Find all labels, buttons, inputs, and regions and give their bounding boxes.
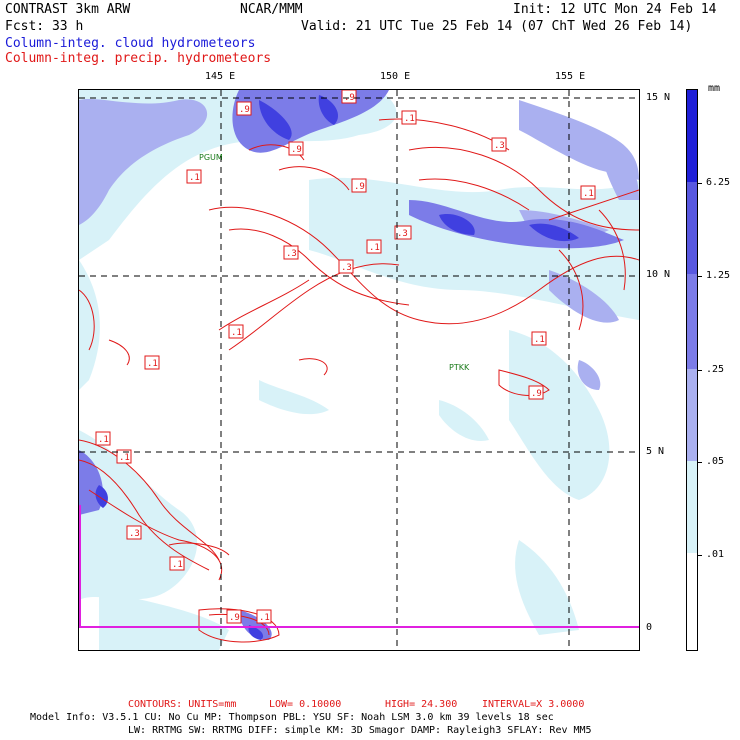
lat-label-5n: 5 N (646, 446, 665, 457)
contour-label-layer: .9 .9 .1 .3 .9 .1 .9 .3 .1 .1 .3 .3 .1 .… (95, 90, 596, 624)
lat-label-10n: 10 N (646, 269, 671, 280)
precip-contours (79, 118, 639, 643)
legend-swatch-white (687, 553, 697, 650)
contour-label: .9 (239, 105, 250, 115)
station-pgum: PGUM (199, 153, 223, 162)
legend-swatch-darkest (687, 90, 697, 182)
legend-swatch-dark (687, 182, 697, 274)
contour-label: .3 (397, 229, 408, 239)
cloud-shading-light (79, 90, 639, 650)
contour-label: .1 (147, 359, 158, 369)
contours-units: CONTOURS: UNITS=mm (128, 699, 237, 710)
contour-label: .1 (98, 435, 109, 445)
field-precip-label: Column-integ. precip. hydrometeors (5, 51, 272, 66)
field-cloud-label: Column-integ. cloud hydrometeors (5, 36, 256, 51)
station-ptkk: PTKK (449, 363, 470, 372)
legend-unit: mm (708, 83, 721, 94)
legend-level-label: .05 (706, 456, 725, 467)
cloud-shading-lavender (79, 98, 639, 390)
legend-level-label: .25 (706, 364, 725, 375)
model-info-line1: Model Info: V3.5.1 CU: No Cu MP: Thompso… (30, 712, 554, 723)
station-layer: PGUM PTKK (199, 153, 470, 372)
contour-label: .3 (341, 263, 352, 273)
lon-label-145: 145 E (205, 71, 236, 82)
contour-label: .3 (494, 141, 505, 151)
map-canvas: .9 .9 .1 .3 .9 .1 .9 .3 .1 .1 .3 .3 .1 .… (79, 90, 639, 650)
lon-label-150: 150 E (380, 71, 411, 82)
contour-label: .1 (583, 189, 594, 199)
contour-label: .1 (119, 453, 130, 463)
legend-tick (698, 462, 702, 463)
contour-label: .1 (172, 560, 183, 570)
contours-interval: INTERVAL=X 3.0000 (482, 699, 585, 710)
contour-label: .1 (534, 335, 545, 345)
contours-low: LOW= 0.10000 (269, 699, 342, 710)
lon-label-155: 155 E (555, 71, 586, 82)
valid-time: Valid: 21 UTC Tue 25 Feb 14 (07 ChT Wed … (301, 19, 693, 34)
legend-level-label: .01 (706, 549, 725, 560)
contour-label: .1 (231, 328, 242, 338)
contour-label: .9 (354, 182, 365, 192)
legend-swatch-mid (687, 274, 697, 369)
legend-tick (698, 276, 702, 277)
model-title: CONTRAST 3km ARW (5, 2, 131, 17)
forecast-hour: Fcst: 33 h (5, 19, 84, 34)
legend-tick (698, 555, 702, 556)
model-info-line2: LW: RRTMG SW: RRTMG DIFF: simple KM: 3D … (128, 725, 592, 736)
contour-label: .3 (286, 249, 297, 259)
contour-label: .1 (404, 114, 415, 124)
cloud-shading-dark (95, 95, 579, 640)
institution-label: NCAR/MMM (240, 2, 303, 17)
legend-level-label: 1.25 (706, 270, 731, 281)
contour-label: .3 (129, 529, 140, 539)
legend-swatch-light (687, 461, 697, 553)
contour-label: .9 (229, 613, 240, 623)
lat-label-15n: 15 N (646, 92, 671, 103)
forecast-map: .9 .9 .1 .3 .9 .1 .9 .3 .1 .1 .3 .3 .1 .… (78, 89, 640, 651)
contour-label: .1 (189, 173, 200, 183)
contours-high: HIGH= 24.300 (385, 699, 458, 710)
legend-tick (698, 370, 702, 371)
equator-boundary (79, 505, 639, 628)
color-legend-bar (686, 89, 698, 651)
contour-label: .1 (369, 243, 380, 253)
legend-level-label: 6.25 (706, 177, 731, 188)
lat-lon-grid (79, 90, 639, 650)
contour-label: .9 (291, 145, 302, 155)
contour-label: .9 (344, 93, 355, 103)
init-time: Init: 12 UTC Mon 24 Feb 14 (513, 2, 717, 17)
legend-swatch-light-mid (687, 369, 697, 461)
legend-tick (698, 183, 702, 184)
contour-label: .1 (259, 613, 270, 623)
lat-label-equator: 0 (646, 622, 653, 633)
contour-label: .9 (531, 389, 542, 399)
